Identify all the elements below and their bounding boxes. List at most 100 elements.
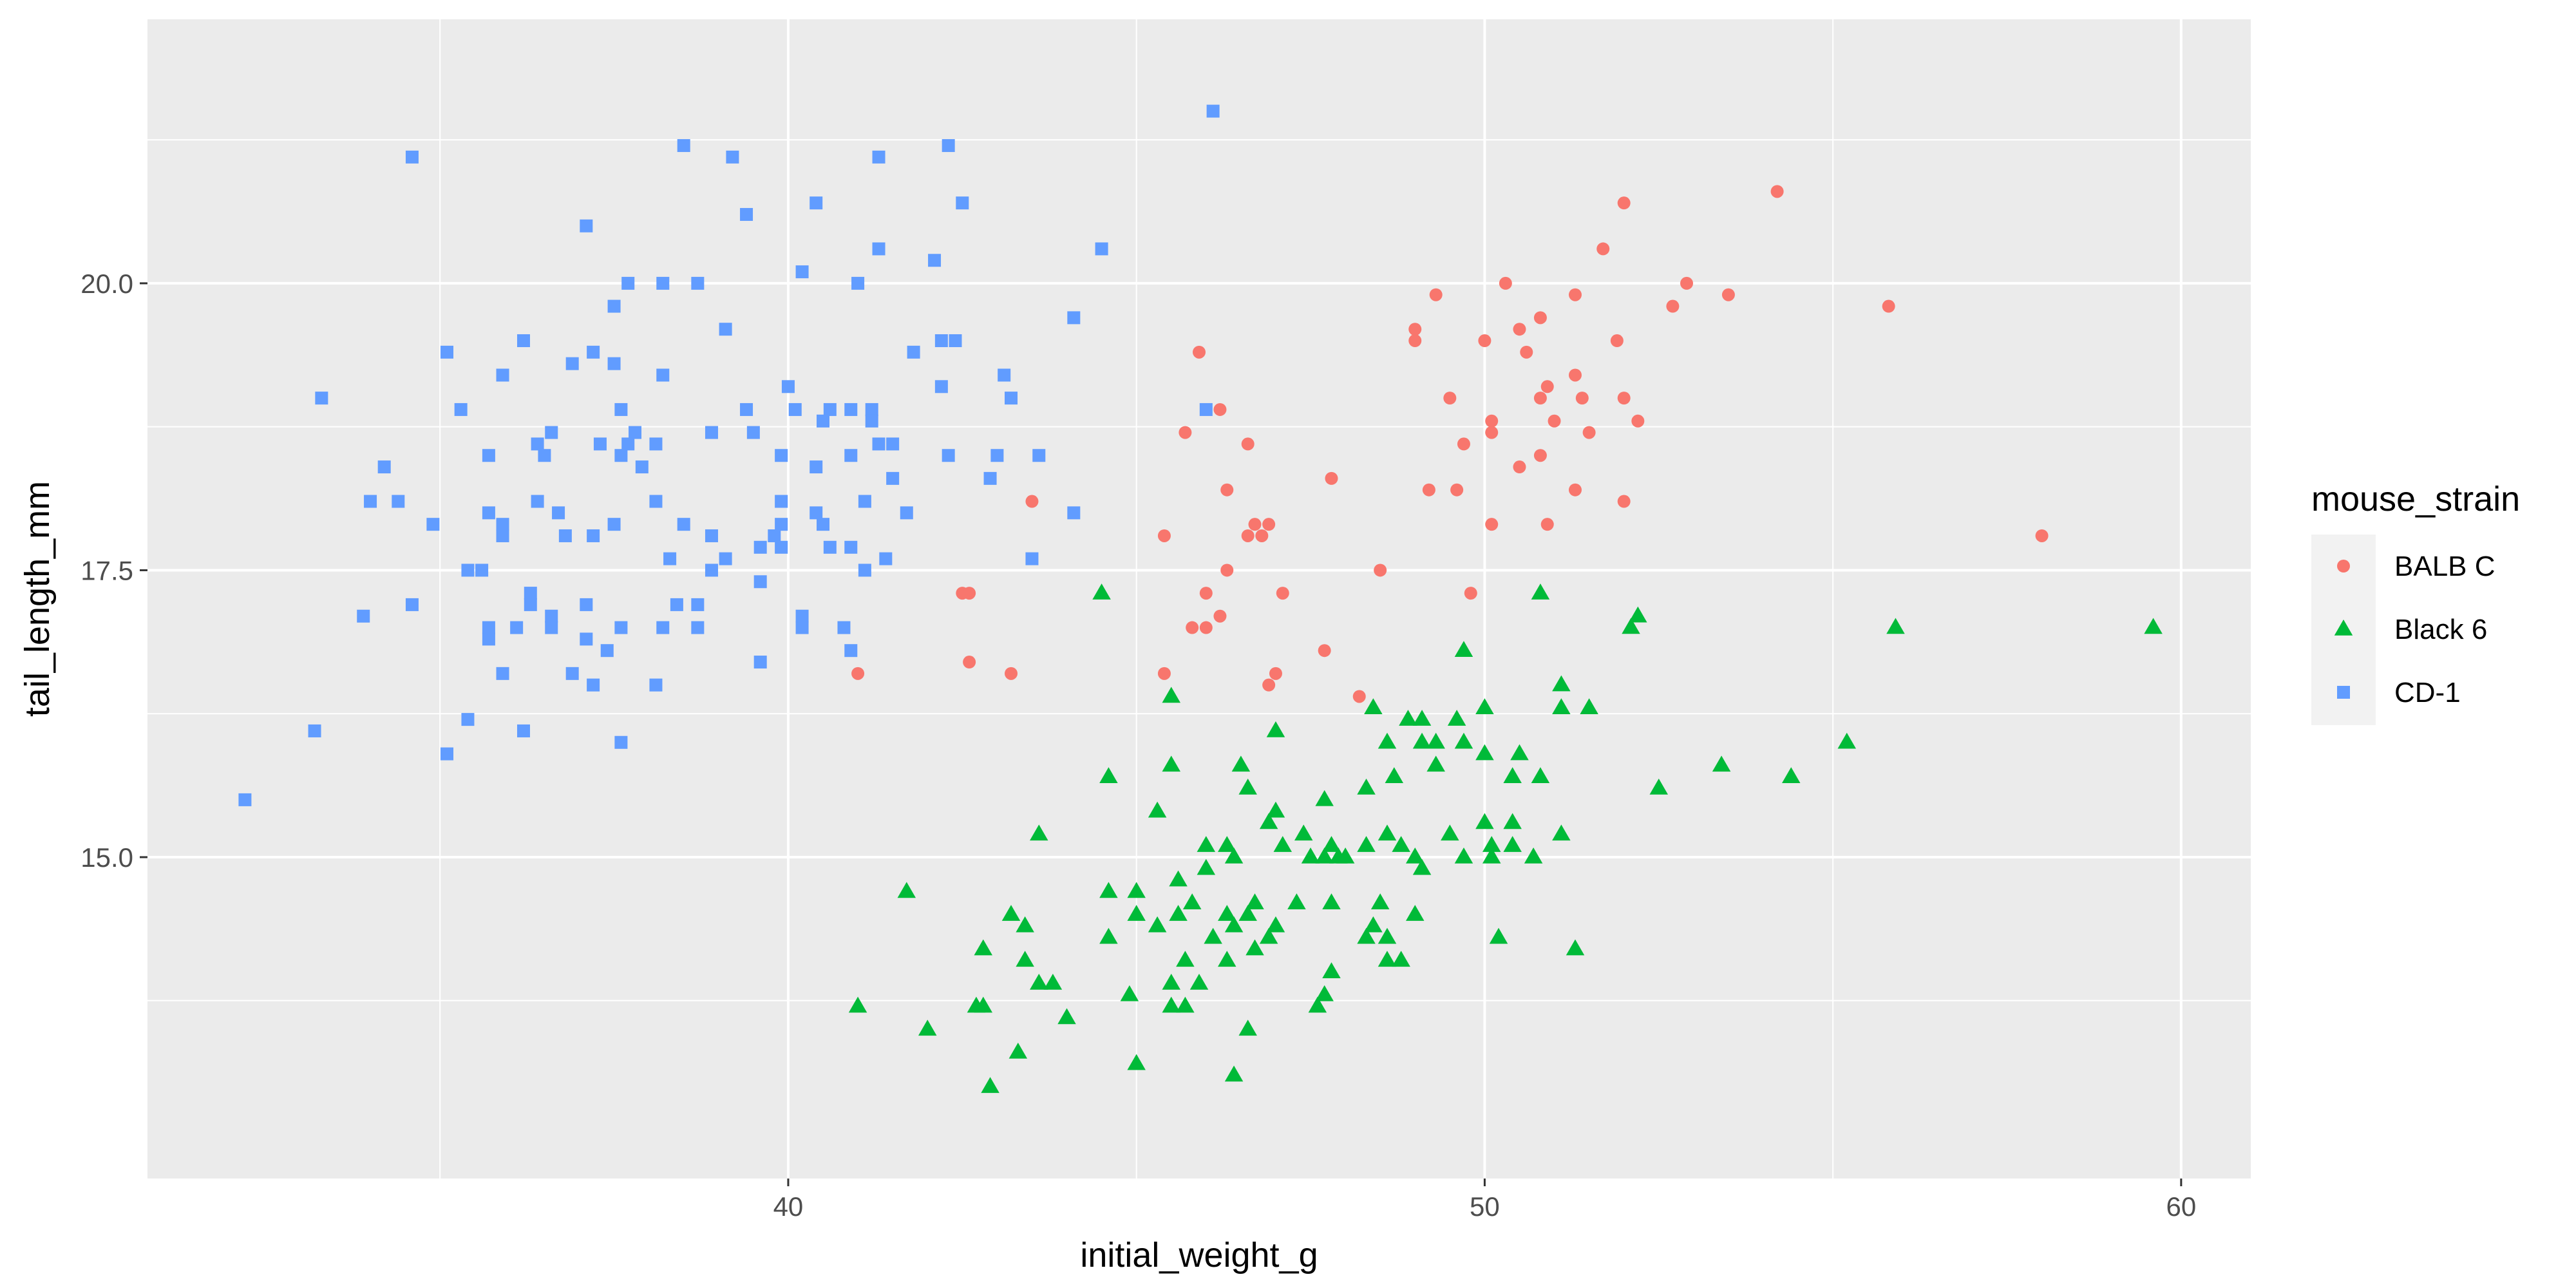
point-cd-1	[705, 529, 718, 542]
point-cd-1	[524, 587, 537, 600]
point-balb-c	[1540, 518, 1554, 531]
point-cd-1	[719, 552, 732, 565]
point-cd-1	[614, 402, 628, 416]
point-cd-1	[740, 207, 753, 221]
point-black-6	[1489, 927, 1508, 944]
point-black-6	[1552, 675, 1571, 692]
point-cd-1	[440, 345, 454, 359]
point-cd-1	[844, 402, 858, 416]
point-balb-c	[1157, 529, 1171, 542]
point-cd-1	[753, 575, 767, 589]
point-balb-c	[1485, 518, 1499, 531]
point-black-6	[1378, 732, 1397, 749]
point-balb-c	[1220, 564, 1234, 577]
point-cd-1	[934, 334, 948, 348]
point-black-6	[1182, 893, 1202, 910]
point-balb-c	[1882, 299, 1895, 313]
point-cd-1	[614, 449, 628, 462]
panel-background	[147, 19, 2251, 1179]
point-black-6	[1378, 927, 1397, 944]
point-black-6	[1315, 847, 1334, 864]
point-black-6	[1412, 710, 1432, 726]
point-black-6	[1162, 974, 1180, 990]
point-balb-c	[1025, 495, 1039, 508]
point-cd-1	[795, 609, 809, 623]
point-balb-c	[1533, 392, 1547, 405]
point-balb-c	[1478, 334, 1492, 348]
point-cd-1	[928, 254, 942, 267]
point-cd-1	[844, 449, 858, 462]
point-balb-c	[1255, 529, 1269, 542]
point-balb-c	[1485, 426, 1499, 439]
point-cd-1	[565, 357, 579, 370]
point-cd-1	[670, 598, 683, 611]
point-black-6	[1837, 732, 1857, 749]
point-black-6	[1552, 824, 1571, 841]
point-cd-1	[482, 632, 495, 646]
point-balb-c	[1513, 323, 1526, 336]
point-black-6	[1099, 927, 1118, 944]
point-cd-1	[607, 518, 621, 531]
point-cd-1	[377, 460, 391, 474]
point-black-6	[1378, 951, 1397, 967]
point-black-6	[1162, 996, 1180, 1013]
point-black-6	[1399, 710, 1417, 726]
point-cd-1	[607, 299, 621, 313]
point-cd-1	[621, 437, 635, 451]
point-cd-1	[691, 598, 705, 611]
point-balb-c	[1318, 644, 1331, 658]
legend-label: CD-1	[2394, 677, 2461, 708]
point-black-6	[1218, 905, 1236, 921]
point-balb-c	[1248, 518, 1262, 531]
point-black-6	[1016, 951, 1034, 967]
point-black-6	[1370, 893, 1390, 910]
point-black-6	[1315, 790, 1334, 806]
point-balb-c	[1520, 345, 1533, 359]
point-cd-1	[558, 529, 572, 542]
point-cd-1	[837, 621, 851, 634]
point-balb-c	[1770, 185, 1784, 198]
point-black-6	[1266, 916, 1285, 933]
point-black-6	[1426, 732, 1445, 749]
point-cd-1	[580, 632, 593, 646]
point-cd-1	[510, 621, 524, 634]
point-cd-1	[496, 518, 509, 531]
point-cd-1	[1095, 242, 1108, 256]
legend-items: BALB C Black 6 CD-1	[2334, 551, 2496, 708]
point-black-6	[1357, 927, 1376, 944]
point-cd-1	[545, 609, 558, 623]
point-cd-1	[858, 564, 871, 577]
point-cd-1	[907, 345, 920, 359]
point-black-6	[1030, 824, 1048, 841]
y-tick-label: 15.0	[80, 842, 133, 873]
point-balb-c	[1241, 529, 1255, 542]
point-black-6	[1238, 905, 1257, 921]
point-cd-1	[858, 495, 871, 508]
point-black-6	[1245, 939, 1264, 956]
point-black-6	[1238, 779, 1257, 795]
point-cd-1	[649, 678, 663, 692]
point-black-6	[1245, 893, 1264, 910]
point-black-6	[1301, 847, 1320, 864]
point-cd-1	[454, 402, 468, 416]
point-balb-c	[1450, 483, 1464, 497]
legend-title: mouse_strain	[2311, 480, 2520, 518]
point-black-6	[1259, 813, 1278, 829]
legend-item-black-6: Black 6	[2334, 614, 2487, 645]
point-balb-c	[1666, 299, 1680, 313]
point-black-6	[1649, 779, 1669, 795]
point-cd-1	[886, 437, 900, 451]
point-cd-1	[364, 495, 377, 508]
point-black-6	[1197, 858, 1216, 875]
point-cd-1	[440, 747, 454, 761]
point-cd-1	[496, 368, 509, 382]
legend-label: BALB C	[2394, 551, 2496, 582]
point-black-6	[1176, 951, 1195, 967]
point-balb-c	[1269, 667, 1282, 680]
point-black-6	[1259, 927, 1278, 944]
legend-key-black-6	[2334, 620, 2353, 636]
point-cd-1	[795, 265, 809, 279]
point-black-6	[1482, 836, 1501, 852]
point-cd-1	[621, 276, 635, 290]
